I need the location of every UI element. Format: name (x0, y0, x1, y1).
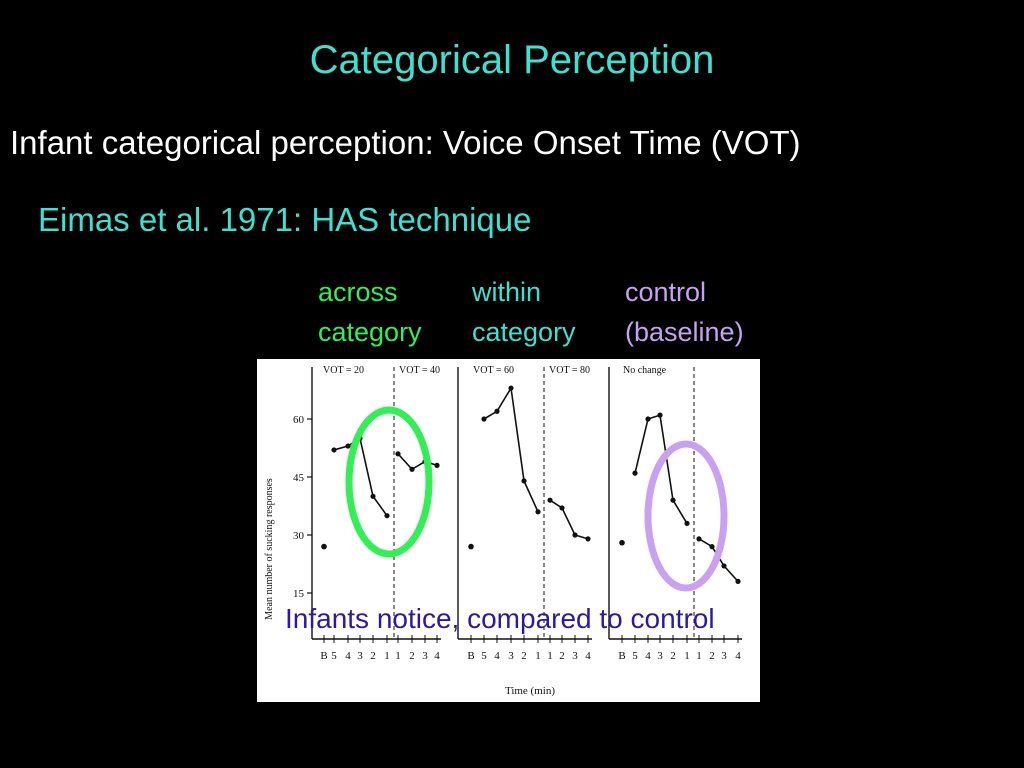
across-category-highlight (345, 406, 433, 558)
label-across-line1: across (318, 277, 398, 307)
y-tick-label: 30 (293, 530, 305, 542)
x-tick-label: 4 (645, 650, 651, 662)
x-tick-label: 1 (535, 650, 541, 662)
x-tick-label: 4 (434, 650, 440, 662)
x-tick-label: 3 (721, 650, 727, 662)
x-tick-label: 2 (409, 650, 415, 662)
sucking-response-chart: Mean number of sucking responses Time (m… (257, 359, 760, 702)
panel-header: VOT = 20 (323, 365, 364, 376)
post-shift-point (434, 462, 440, 468)
label-control-baseline: control (baseline) (625, 272, 744, 352)
label-control-line1: control (625, 277, 707, 307)
pre-shift-point (657, 412, 663, 418)
x-tick-label: 4 (735, 650, 741, 662)
pre-shift-point (632, 470, 638, 476)
post-shift-point (721, 563, 727, 569)
post-shift-point (585, 536, 591, 542)
annotation-note: Infants notice, compared to control (285, 603, 715, 634)
pre-shift-point (370, 493, 376, 499)
x-tick-label: 5 (481, 650, 487, 662)
x-tick-label: B (467, 650, 474, 662)
label-across-category: across category (318, 272, 422, 352)
pre-shift-point (535, 509, 541, 515)
x-tick-label: 2 (670, 650, 676, 662)
post-shift-point (547, 497, 553, 503)
x-tick-label: 4 (585, 650, 591, 662)
pre-shift-point (645, 416, 651, 422)
slide-title: Categorical Perception (309, 38, 715, 82)
control-highlight (644, 440, 728, 592)
x-tick-label: 3 (572, 650, 578, 662)
y-axis-label: Mean number of sucking responses (264, 478, 275, 620)
x-tick-label: 3 (357, 650, 363, 662)
baseline-point (619, 539, 625, 546)
pre-shift-point (331, 447, 337, 453)
baseline-point (321, 543, 327, 550)
citation: Eimas et al. 1971: HAS technique (38, 201, 532, 238)
panel-header: VOT = 60 (473, 365, 514, 376)
baseline-point (468, 543, 474, 550)
x-tick-label: 2 (709, 650, 715, 662)
x-tick-label: 2 (559, 650, 565, 662)
post-shift-point (395, 451, 401, 457)
x-tick-label: 1 (384, 650, 390, 662)
post-shift-point (709, 544, 715, 550)
x-tick-label: 1 (696, 650, 702, 662)
pre-shift-point (521, 478, 527, 484)
x-tick-label: B (618, 650, 625, 662)
x-tick-label: 2 (370, 650, 376, 662)
x-tick-label: 1 (684, 650, 690, 662)
label-control-line2: (baseline) (625, 317, 744, 347)
panel-header: VOT = 80 (549, 365, 590, 376)
y-tick-label: 60 (293, 414, 305, 426)
post-shift-point (735, 578, 741, 584)
x-tick-label: 4 (494, 650, 500, 662)
x-tick-label: B (320, 650, 327, 662)
pre-shift-point (384, 513, 390, 519)
x-tick-label: 5 (331, 650, 337, 662)
pre-shift-point (494, 408, 500, 414)
x-axis-label: Time (min) (505, 685, 555, 697)
panel-header: VOT = 40 (399, 365, 440, 376)
x-tick-label: 3 (422, 650, 428, 662)
post-shift-line (549, 499, 589, 540)
pre-shift-point (481, 416, 487, 422)
pre-shift-point (508, 385, 514, 391)
post-shift-point (559, 505, 565, 511)
post-shift-point (696, 536, 702, 542)
chart-background (257, 359, 760, 702)
x-tick-label: 4 (345, 650, 351, 662)
label-within-line2: category (472, 317, 576, 347)
x-tick-label: 1 (547, 650, 553, 662)
pre-shift-point (345, 443, 351, 449)
y-tick-label: 15 (293, 588, 305, 600)
x-tick-label: 3 (508, 650, 514, 662)
x-tick-label: 3 (657, 650, 663, 662)
post-shift-point (572, 532, 578, 538)
x-tick-label: 1 (395, 650, 401, 662)
x-tick-label: 2 (521, 650, 527, 662)
pre-shift-point (670, 497, 676, 503)
x-tick-label: 5 (632, 650, 638, 662)
label-within-category: within category (472, 272, 576, 352)
panel-header: No change (623, 365, 667, 376)
slide-subtitle: Infant categorical perception: Voice Ons… (10, 124, 801, 161)
y-tick-label: 45 (293, 472, 305, 484)
post-shift-point (409, 466, 415, 472)
label-within-line1: within (472, 277, 542, 307)
label-across-line2: category (318, 317, 422, 347)
pre-shift-point (684, 520, 690, 526)
